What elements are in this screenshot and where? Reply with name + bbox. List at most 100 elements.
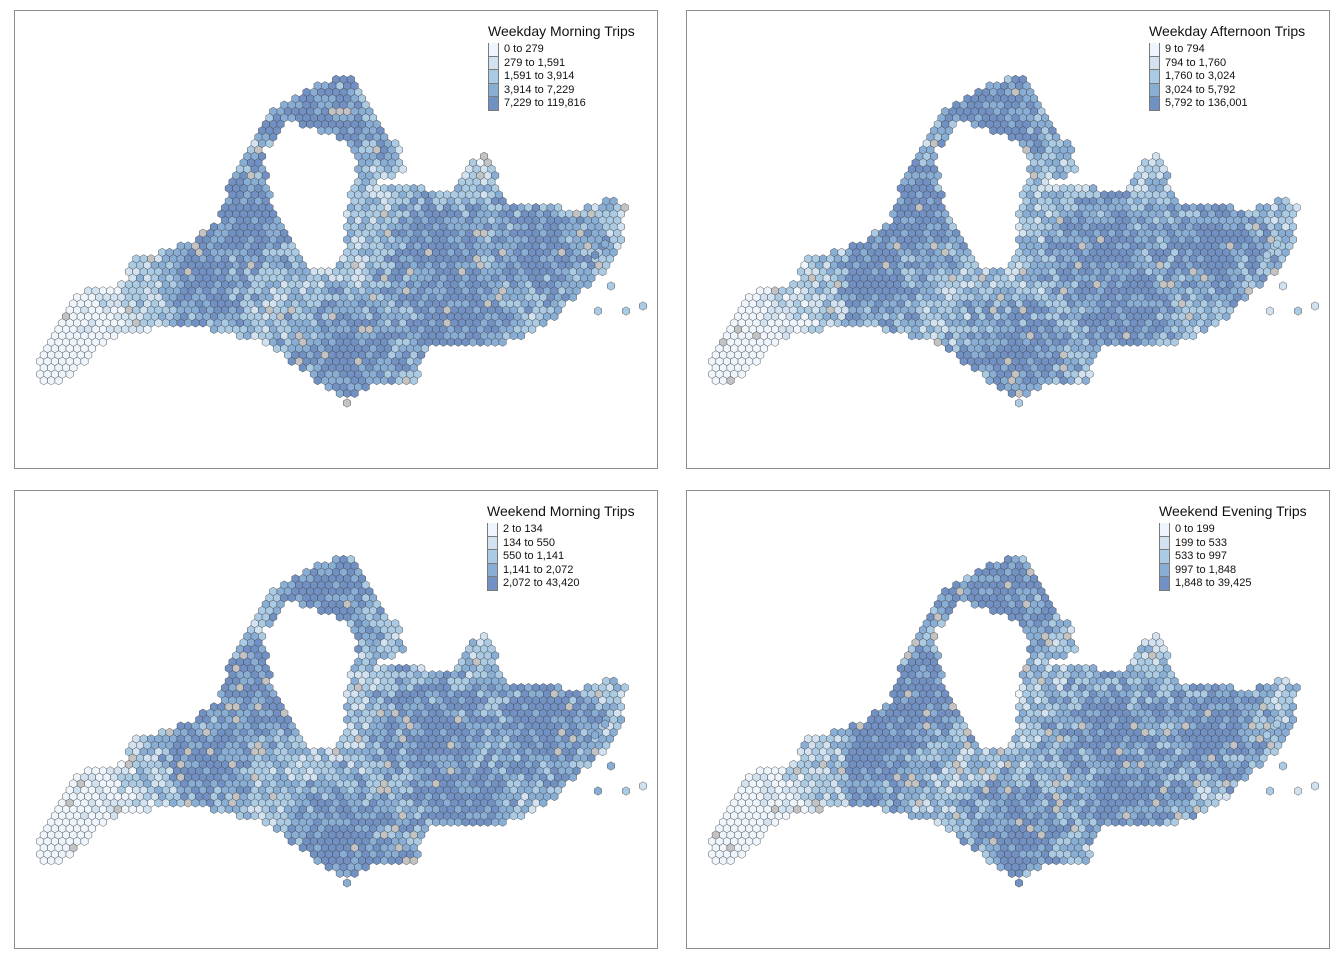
hex-cell (1148, 337, 1157, 347)
hex-cell (80, 836, 89, 846)
hex-cell (454, 817, 463, 827)
legend-label: 0 to 279 (504, 43, 544, 55)
hex-cell (539, 798, 548, 808)
hex-cell (800, 324, 809, 334)
hex-cell (298, 599, 307, 609)
legend-label: 3,024 to 5,792 (1165, 83, 1236, 96)
hex-cell (1007, 132, 1016, 142)
hex-cell (65, 369, 74, 379)
hex-cell (1081, 376, 1090, 386)
hex-cell (317, 606, 326, 616)
hex-cell (607, 281, 615, 291)
hex-cell (446, 337, 455, 347)
hex-cell (224, 324, 233, 334)
hex-cell (1052, 376, 1061, 386)
hex-cell (324, 606, 333, 616)
hex-cell (815, 324, 824, 334)
hex-cell (54, 376, 63, 386)
hex-cell (432, 337, 440, 347)
hex-cell (1126, 337, 1135, 347)
hex-cell (298, 363, 307, 373)
hex-cell (287, 593, 296, 603)
hex-cell (154, 318, 163, 328)
hex-cell (154, 798, 163, 808)
hex-cell (1279, 281, 1287, 291)
hex-cell (343, 388, 352, 398)
legend-label: 279 to 1,591 (504, 56, 566, 69)
hex-cell (306, 119, 315, 129)
hex-cell (870, 318, 879, 328)
hex-cell (210, 324, 218, 334)
hex-cell (1033, 382, 1042, 392)
hex-cell (996, 126, 1005, 136)
hex-cell (498, 817, 507, 827)
hex-cell (841, 318, 850, 328)
hex-cell (1200, 324, 1209, 334)
hex-cell (1155, 337, 1164, 347)
hex-cell (39, 376, 48, 386)
hex-cell (1007, 388, 1016, 398)
hex-cell (970, 363, 979, 373)
hex-cell (143, 324, 152, 334)
hex-cell (528, 324, 537, 334)
hex-cell (476, 337, 485, 347)
hex-cell (1273, 239, 1281, 249)
hex-cell (483, 817, 492, 827)
legend-item: 279 to 1,591 (488, 56, 635, 70)
hex-cell (882, 324, 890, 334)
hex-cell (1240, 292, 1249, 302)
hex-cell (1211, 318, 1220, 328)
hex-cell (848, 318, 857, 328)
hex-cell (99, 817, 107, 827)
hex-cell (398, 164, 407, 174)
hexbin-map (36, 74, 647, 408)
hex-cell (250, 811, 259, 821)
hex-cell (793, 324, 802, 334)
hex-cell (711, 376, 720, 386)
hex-cell (306, 599, 315, 609)
hex-cell (737, 369, 746, 379)
hex-cell (184, 798, 193, 808)
hex-cell (128, 804, 137, 814)
hex-cell (583, 279, 592, 290)
hex-cell (1104, 337, 1112, 347)
hex-cell (550, 311, 559, 322)
hex-cell (1070, 164, 1079, 174)
hex-cell (583, 759, 592, 770)
hex-cell (863, 318, 872, 328)
hex-cell (996, 382, 1005, 392)
hex-cell (432, 817, 440, 827)
hex-cell (461, 817, 470, 827)
hex-cell (483, 337, 492, 347)
legend-item: 1,591 to 3,914 (488, 70, 635, 84)
hex-cell (287, 356, 296, 366)
hex-cell (915, 331, 924, 341)
hex-cell (826, 318, 835, 328)
hex-cell (313, 376, 322, 386)
hex-cell (99, 337, 107, 347)
legend-swatch-1 (1149, 43, 1160, 57)
hex-cell (1015, 398, 1023, 408)
hex-cell (1189, 331, 1198, 341)
hex-cell (169, 318, 178, 328)
hex-cell (1181, 331, 1190, 341)
hex-cell (568, 772, 577, 782)
legend-swatch-2 (488, 56, 499, 70)
hex-cell (491, 817, 500, 827)
hex-cell (243, 331, 252, 341)
legend-item: 3,024 to 5,792 (1149, 83, 1305, 97)
hex-cell (169, 798, 178, 808)
hex-cell (361, 382, 370, 392)
hex-cell (989, 126, 998, 136)
hex-cell (782, 331, 791, 341)
hex-cell (752, 356, 761, 366)
legend-item: 1,760 to 3,024 (1149, 70, 1305, 84)
legend-item: 3,914 to 7,229 (488, 83, 635, 97)
hex-cell (944, 344, 953, 354)
hex-cell (1266, 306, 1274, 316)
legend-label: 794 to 1,760 (1165, 56, 1227, 69)
hex-cell (350, 388, 359, 398)
hex-cell (372, 376, 381, 386)
hex-cell (509, 331, 518, 341)
hex-cell (395, 376, 403, 386)
